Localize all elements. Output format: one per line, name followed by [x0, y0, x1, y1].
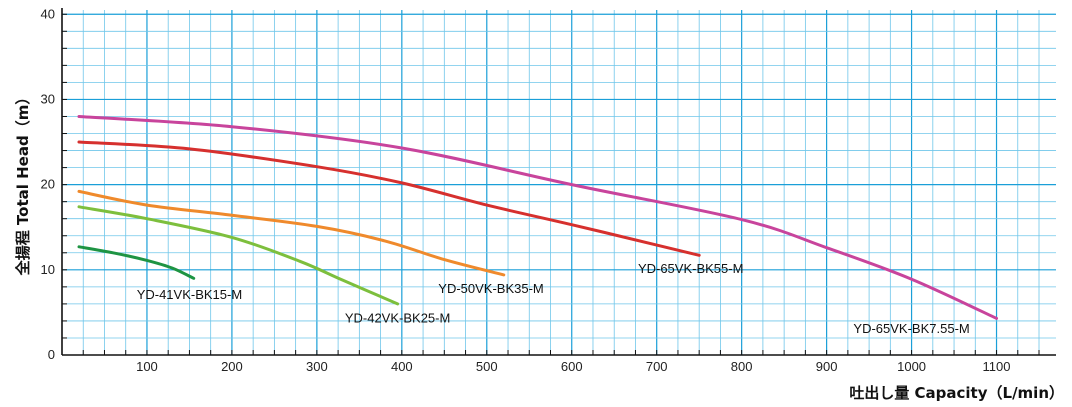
y-tick-label: 0	[48, 347, 55, 362]
series-label-5: YD-65VK-BK7.55-M	[853, 321, 969, 336]
grid	[62, 10, 1056, 355]
series-line-2	[77, 205, 400, 306]
series-label-2: YD-42VK-BK25-M	[345, 311, 450, 326]
y-axis-title: 全揚程 Total Head（m）	[14, 90, 32, 277]
series-labels: YD-41VK-BK15-M YD-42VK-BK25-M YD-50VK-BK35…	[137, 261, 970, 336]
tick-labels: 100 200 300 400 500 600 700 800 900 1000 1100 0 10 20…	[41, 6, 1011, 374]
x-tick-label: 100	[136, 359, 158, 374]
y-tick-label: 10	[41, 262, 55, 277]
series-line-3	[77, 189, 506, 277]
x-tick-label: 200	[221, 359, 243, 374]
x-tick-label: 1000	[897, 359, 926, 374]
series-line-1	[77, 245, 196, 280]
x-tick-label: 300	[306, 359, 328, 374]
x-axis-title: 吐出し量 Capacity（L/min）	[849, 384, 1064, 402]
y-tick-label: 20	[41, 177, 55, 192]
x-tick-label: 600	[561, 359, 583, 374]
x-tick-label: 800	[731, 359, 753, 374]
y-tick-label: 30	[41, 91, 55, 106]
series-label-3: YD-50VK-BK35-M	[438, 281, 543, 296]
series-label-1: YD-41VK-BK15-M	[137, 287, 242, 302]
series-label-4: YD-65VK-BK55-M	[638, 261, 743, 276]
series-line-4	[77, 140, 701, 257]
x-tick-label: 400	[391, 359, 413, 374]
x-tick-label: 700	[646, 359, 668, 374]
x-tick-label: 1100	[983, 359, 1011, 374]
x-tick-label: 900	[816, 359, 838, 374]
axes	[61, 8, 1056, 356]
x-tick-label: 500	[476, 359, 498, 374]
y-tick-label: 40	[41, 6, 55, 21]
series-line-5	[77, 115, 998, 320]
series-group	[77, 115, 998, 320]
